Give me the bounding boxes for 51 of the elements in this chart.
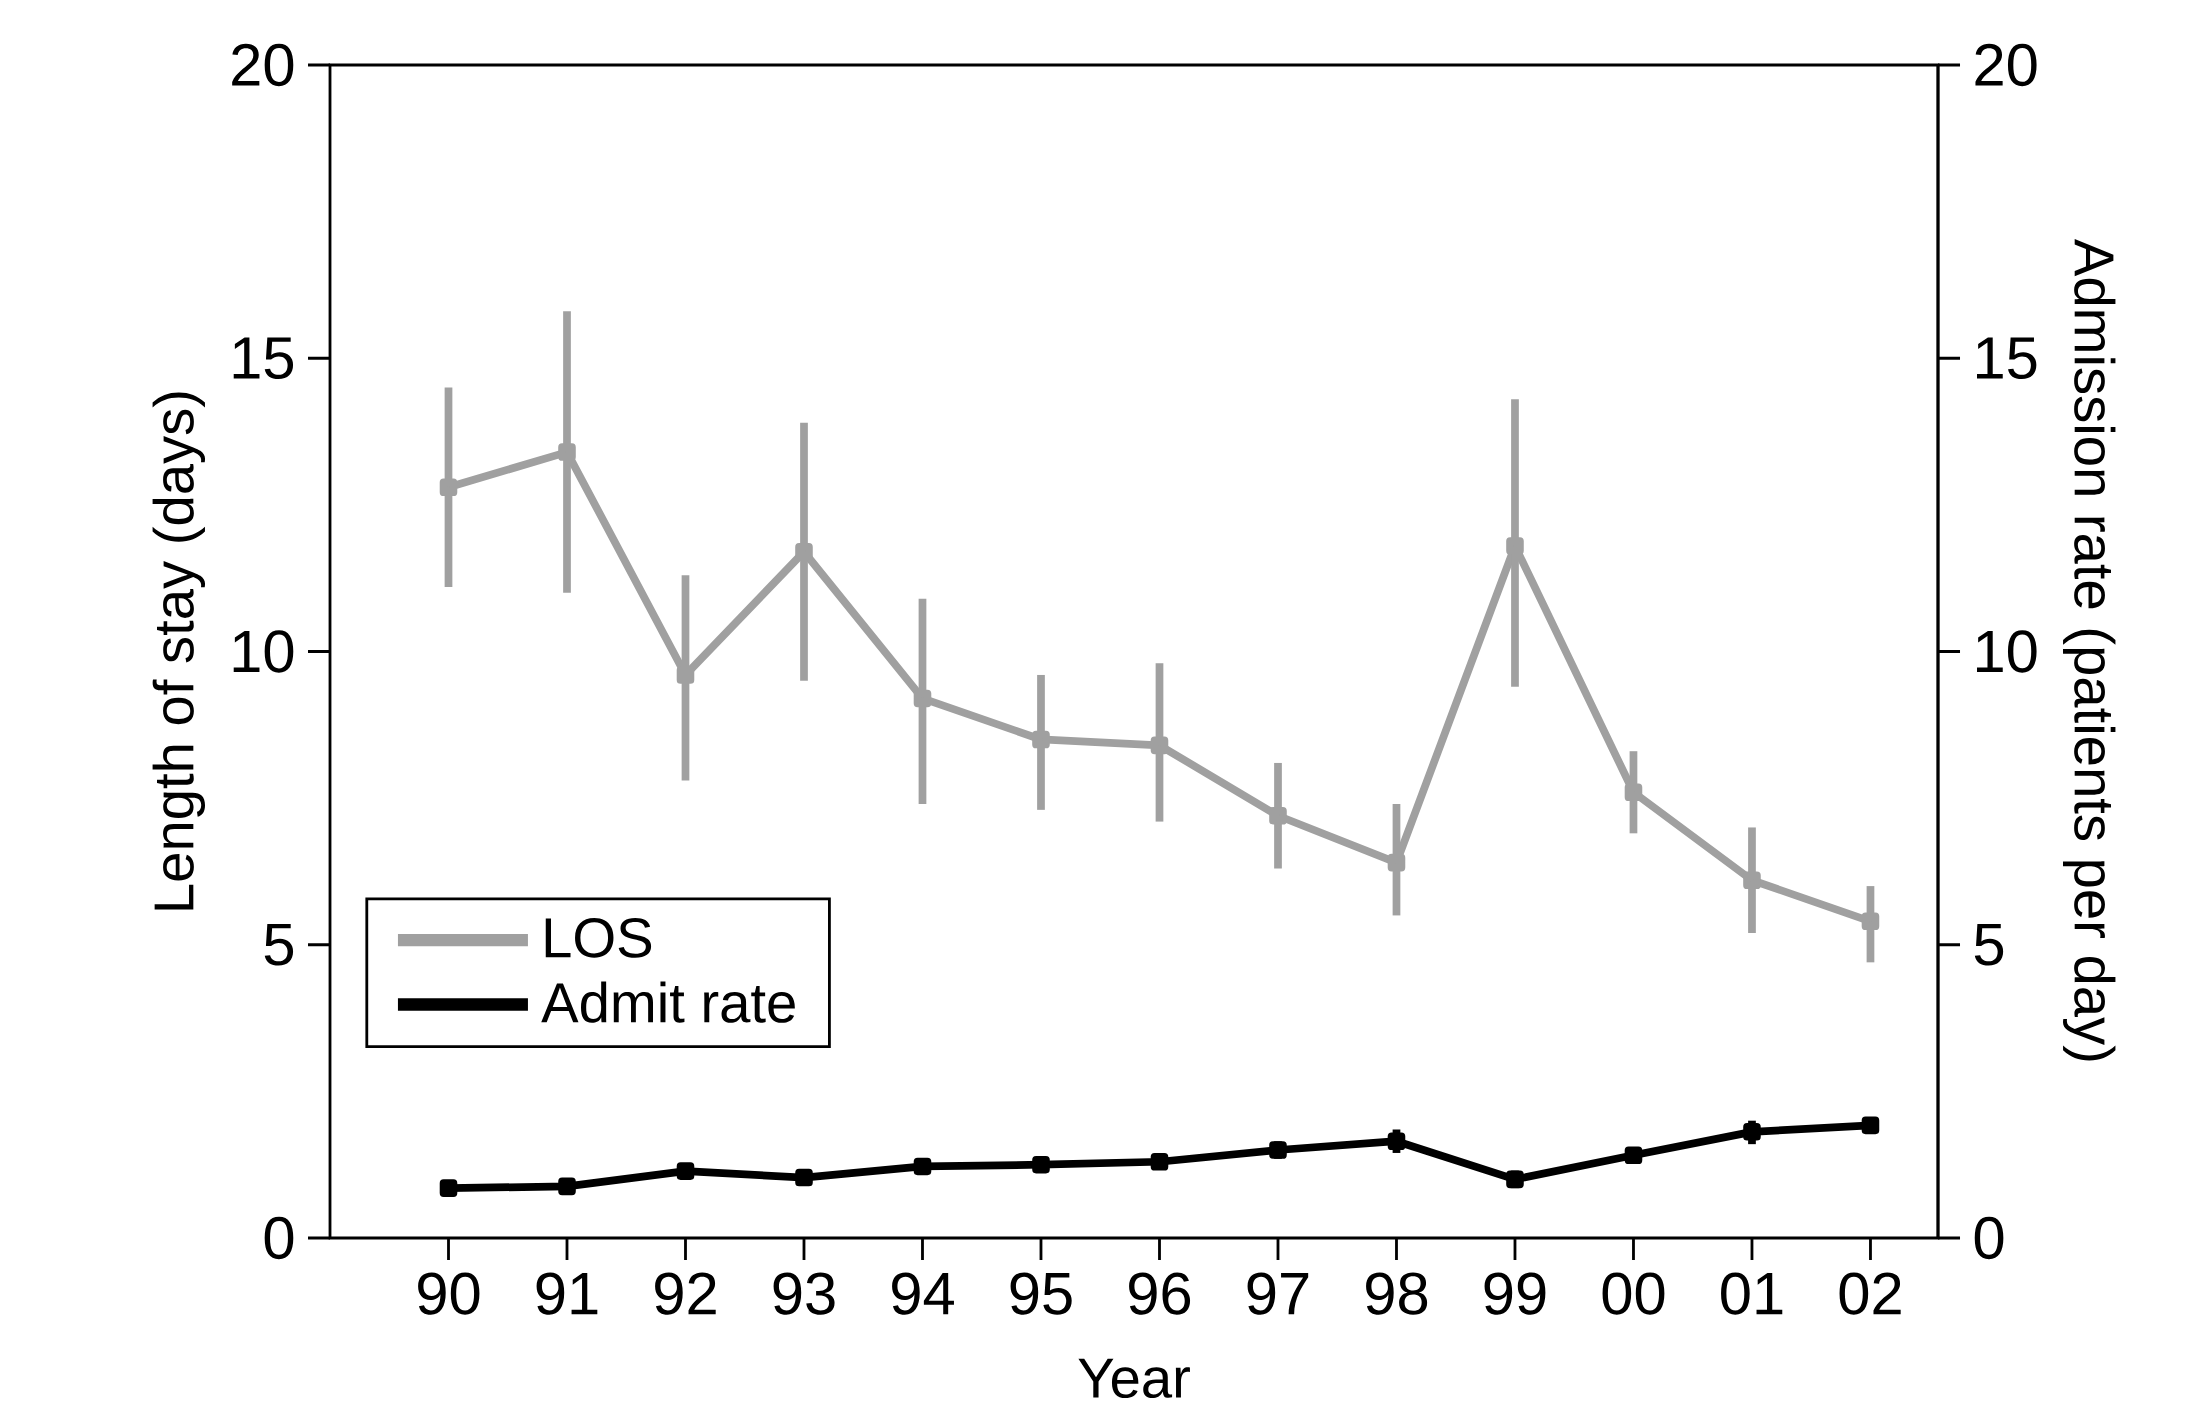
x-tick-label: 94 xyxy=(892,1272,954,1315)
point xyxy=(1743,1123,1761,1141)
x-tick-label: 97 xyxy=(1247,1272,1309,1315)
point xyxy=(676,666,695,684)
point xyxy=(913,689,932,708)
y-tick-label: 0 xyxy=(264,1216,294,1260)
y2-tick-label: 15 xyxy=(1977,337,2037,380)
x-tick-label: 96 xyxy=(1129,1272,1191,1315)
point xyxy=(1624,783,1643,802)
y2-tick-label: 5 xyxy=(1974,923,2004,966)
point xyxy=(795,1168,813,1187)
x-tick-label: 91 xyxy=(536,1272,598,1315)
point xyxy=(558,443,576,461)
x-tick-label: 02 xyxy=(1839,1272,1901,1315)
point xyxy=(676,1162,695,1180)
point xyxy=(1624,1146,1643,1165)
point xyxy=(439,478,458,497)
x-axis-title: Year xyxy=(1078,1358,1190,1399)
point xyxy=(1269,806,1287,825)
y2-tick-label: 10 xyxy=(1977,630,2037,673)
point xyxy=(1387,853,1406,872)
x-tick-label: 99 xyxy=(1484,1272,1546,1315)
y-tick-label: 10 xyxy=(233,630,294,673)
point xyxy=(558,1177,576,1196)
y-tick-label: 20 xyxy=(232,43,294,87)
point xyxy=(439,1179,458,1197)
x-tick-label: 90 xyxy=(418,1272,480,1315)
legend-label: Admit rate xyxy=(541,981,795,1023)
y-tick-label: 15 xyxy=(233,337,294,380)
y2-tick-label: 20 xyxy=(1975,43,2037,87)
y2-axis-title: Admission rate (patients per day) xyxy=(2063,239,2116,1061)
point xyxy=(1861,1116,1880,1135)
x-tick-label: 00 xyxy=(1602,1272,1665,1315)
point xyxy=(1150,1152,1169,1171)
point xyxy=(1032,1155,1050,1174)
point xyxy=(913,1157,932,1176)
x-tick-label: 92 xyxy=(655,1272,716,1315)
y-axis-title: Length of stay (days) xyxy=(152,392,206,910)
x-tick-label: 01 xyxy=(1721,1272,1783,1315)
point xyxy=(1387,1132,1406,1151)
point xyxy=(1743,871,1761,890)
point xyxy=(1506,537,1524,555)
point xyxy=(1861,912,1880,931)
y2-tick-label: 0 xyxy=(1974,1216,2004,1260)
x-tick-label: 95 xyxy=(1010,1272,1072,1315)
x-tick-label: 93 xyxy=(773,1272,835,1315)
point xyxy=(1032,730,1050,749)
y-tick-label: 5 xyxy=(264,923,294,966)
legend-label: LOS xyxy=(545,917,652,958)
x-tick-label: 98 xyxy=(1366,1272,1428,1315)
point xyxy=(1150,736,1169,755)
